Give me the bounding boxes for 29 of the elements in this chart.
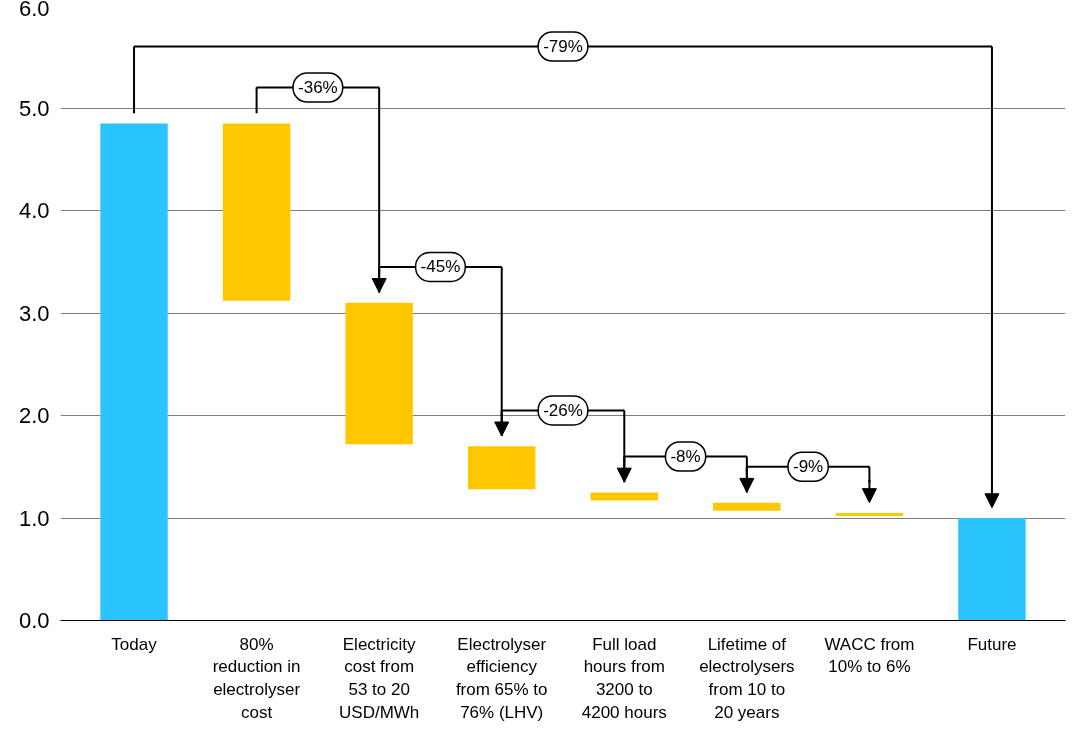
bar [100,123,168,621]
x-tick-label: Electricity cost from 53 to 20 USD/MWh [339,634,420,722]
y-tick-label: 5.0 [18,95,50,121]
annotation: -9% [793,457,824,477]
annotation: -79% [543,37,583,56]
bar [958,518,1026,621]
x-tick-label: Electrolyser efficiency from 65% to 76% (LHV) [455,634,548,722]
y-tick-label: 3.0 [18,300,50,326]
bar [222,123,291,301]
bar [345,302,413,445]
x-tick-label: Lifetime of electrolysers from 10 to 20 years [699,634,795,722]
annotation: -26% [543,400,583,420]
x-tick-label: Full load hours from 3200 to 4200 hours [581,634,667,722]
y-tick-label: 2.0 [18,403,50,428]
x-tick-label: 80% reduction in electrolyser cost [212,634,301,722]
bar [835,512,904,516]
x-tick-label: Today [111,634,158,654]
bar [590,492,658,501]
y-tick-label: 0.0 [18,608,50,633]
annotation: -36% [298,78,338,97]
x-tick-label: Future [967,634,1017,654]
y-tick-label: 4.0 [18,198,50,223]
bar [713,502,781,511]
x-tick-label: WACC from 10% to 6% [824,634,915,677]
annotation: -45% [420,257,461,277]
y-tick-label: 1.0 [18,505,50,531]
annotation: -8% [670,447,701,466]
y-tick-label: 6.0 [18,0,50,21]
bar [468,446,536,490]
